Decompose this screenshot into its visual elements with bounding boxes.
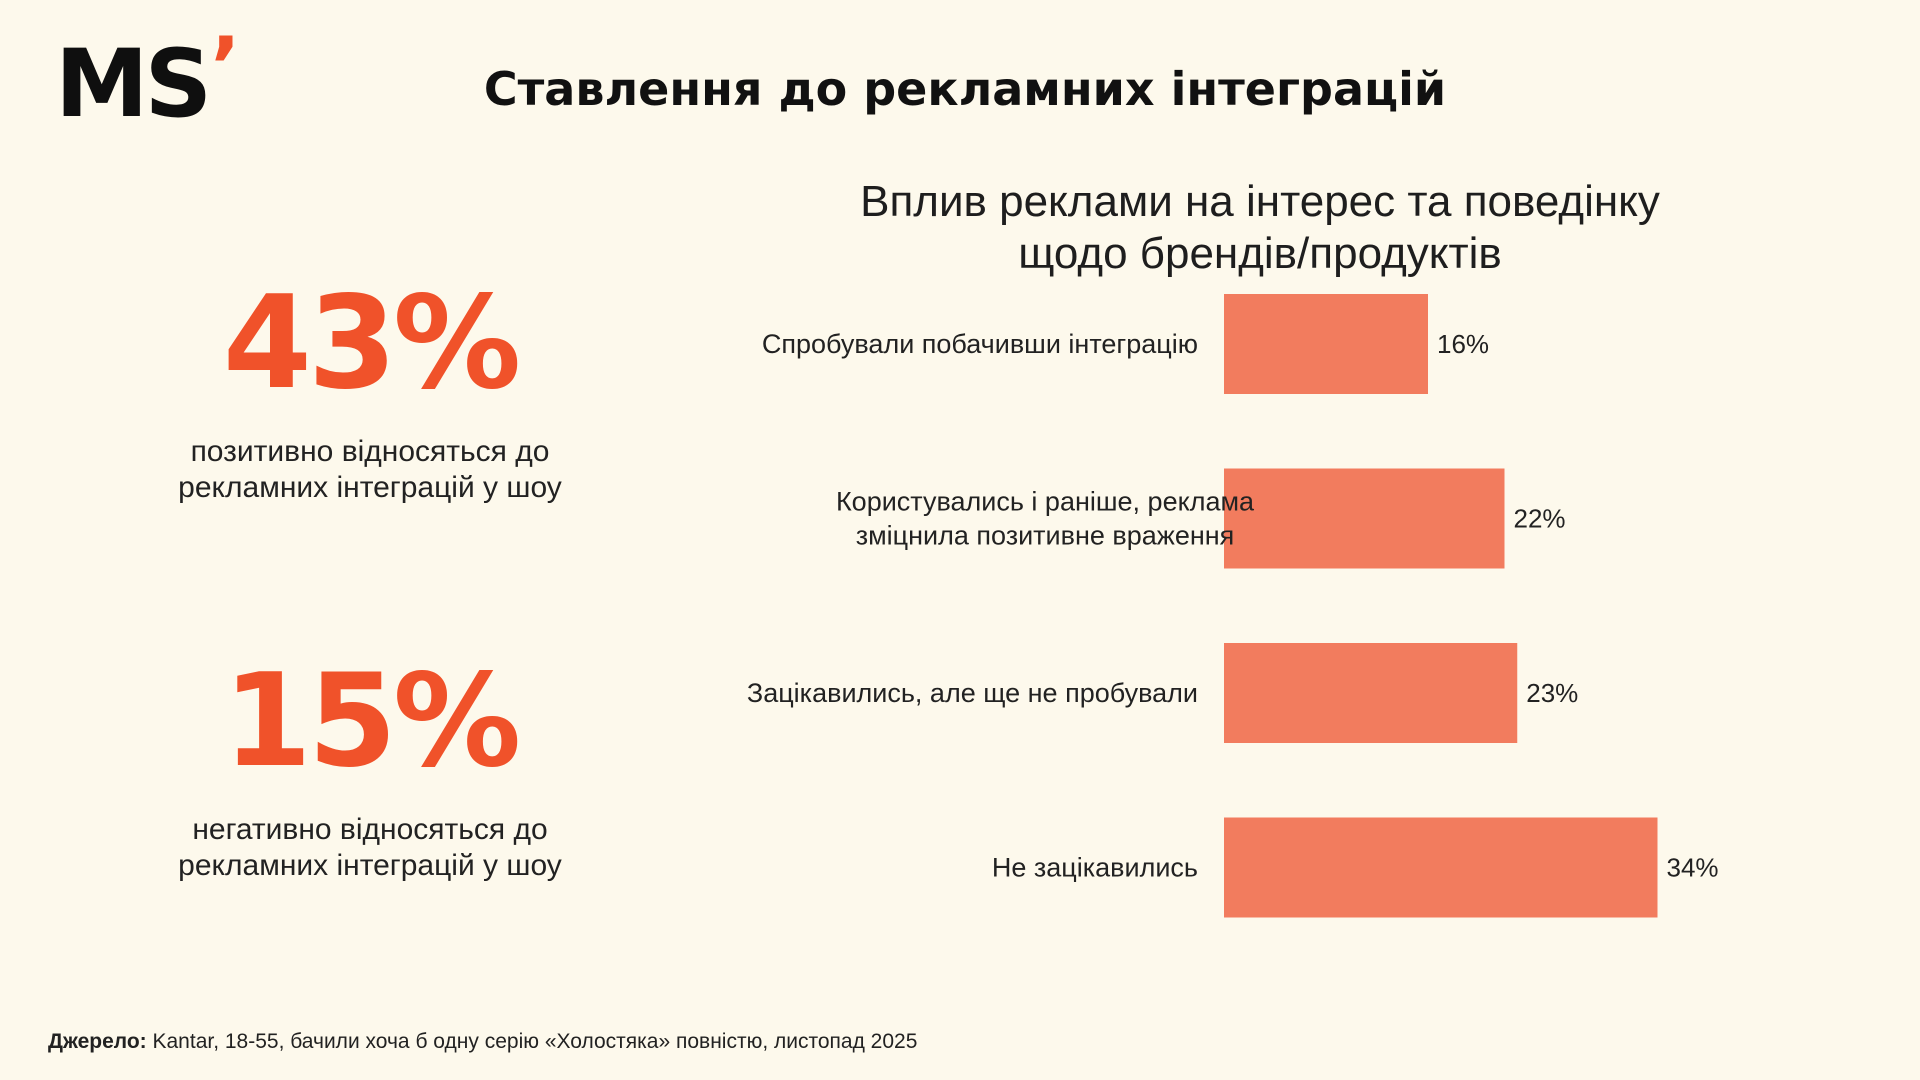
category-label-3-0: Не зацікавились: [992, 853, 1198, 883]
negative-stat-caption: негативно відносяться до рекламних інтег…: [100, 812, 640, 884]
negative-stat-caption-line2: рекламних інтеграцій у шоу: [178, 849, 562, 882]
value-label-3: 34%: [1667, 853, 1719, 883]
category-label-1-0: Користувались і раніше, реклама: [836, 487, 1255, 517]
logo-text: MS: [55, 30, 212, 139]
source-footnote: Джерело: Kantar, 18-55, бачили хоча б од…: [48, 1030, 917, 1054]
positive-stat-caption-line1: позитивно відносяться до: [190, 435, 550, 468]
bar-0: [1224, 294, 1428, 394]
brand-logo: MS’: [55, 27, 241, 132]
category-label-1-1: зміцнила позитивне враження: [856, 521, 1235, 551]
bar-chart: 16% Спробували побачивши інтеграцію 22% Кор…: [747, 294, 1719, 918]
source-text: Kantar, 18-55, бачили хоча б одну серію …: [146, 1030, 918, 1053]
bar-3: [1224, 817, 1658, 918]
positive-stat-value: 43%: [222, 269, 521, 418]
chart-title-line1: Вплив реклами на інтерес та поведінку: [860, 177, 1660, 226]
page-title: Ставлення до рекламних інтеграцій: [483, 62, 1447, 116]
category-label-0-0: Спробували побачивши інтеграцію: [762, 329, 1198, 359]
positive-stat-caption-line2: рекламних інтеграцій у шоу: [178, 471, 562, 504]
value-label-1: 22%: [1514, 504, 1566, 534]
chart-title-line2: щодо брендів/продуктів: [1018, 229, 1502, 278]
category-label-2-0: Зацікавились, але ще не пробували: [747, 678, 1198, 708]
bar-2: [1224, 643, 1518, 743]
negative-stat-value: 15%: [222, 647, 521, 796]
positive-stat: 43% позитивно відносяться до рекламних і…: [100, 280, 640, 506]
bar-1: [1224, 468, 1505, 569]
source-label: Джерело:: [48, 1030, 147, 1053]
positive-stat-caption: позитивно відносяться до рекламних інтег…: [100, 434, 640, 506]
negative-stat: 15% негативно відносяться до рекламних і…: [100, 658, 640, 884]
value-label-0: 16%: [1437, 329, 1489, 359]
value-label-2: 23%: [1526, 678, 1578, 708]
logo-mark: ’: [210, 20, 240, 113]
negative-stat-caption-line1: негативно відносяться до: [192, 813, 548, 846]
chart-title: Вплив реклами на інтерес та поведінку що…: [780, 176, 1740, 280]
